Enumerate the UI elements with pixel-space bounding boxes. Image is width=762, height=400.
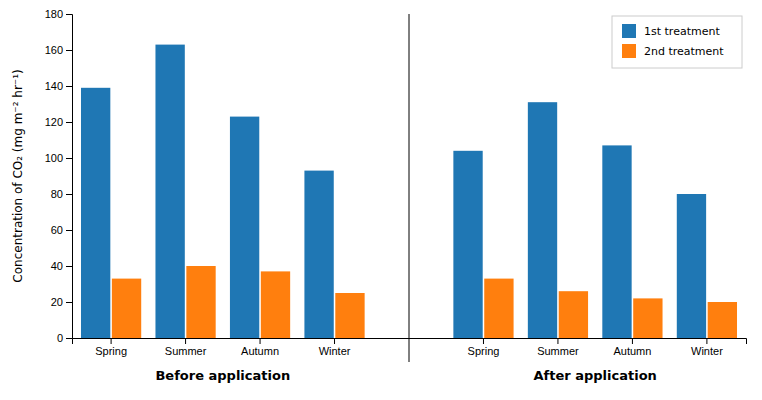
y-tick-mark xyxy=(66,14,72,15)
y-tick-label: 140 xyxy=(45,80,63,92)
x-tick: Winter xyxy=(319,338,351,357)
y-tick-mark xyxy=(66,158,72,159)
group-label: After application xyxy=(534,368,657,383)
x-tick-mark xyxy=(260,338,261,344)
bar xyxy=(230,117,259,338)
x-tick-label: Autumn xyxy=(241,345,279,357)
bar xyxy=(304,171,333,338)
x-tick-label: Winter xyxy=(319,345,351,357)
bar xyxy=(528,102,557,338)
y-axis-title: Concentration of CO₂ (mg m⁻² hr⁻¹) xyxy=(11,69,25,282)
legend-item: 1st treatment xyxy=(622,24,720,38)
x-tick-mark xyxy=(557,338,558,344)
chart-container: 0 20 40 60 80 100 120 140 160 180 Spring Summer Autu… xyxy=(0,0,762,400)
bar xyxy=(112,279,141,338)
bar xyxy=(677,194,706,338)
bar xyxy=(335,293,364,338)
group-separator xyxy=(409,14,410,362)
x-tick-mark xyxy=(632,338,633,344)
y-tick: 160 xyxy=(45,44,72,56)
y-tick: 20 xyxy=(51,296,72,308)
x-tick-label: Winter xyxy=(691,345,723,357)
bar xyxy=(453,151,482,338)
y-tick-mark xyxy=(66,266,72,267)
y-tick: 100 xyxy=(45,152,72,164)
y-tick-mark xyxy=(66,302,72,303)
plot: 0 20 40 60 80 100 120 140 160 180 Spring Summer Autu… xyxy=(11,8,747,383)
x-tick-mark xyxy=(334,338,335,344)
x-tick: Autumn xyxy=(241,338,279,357)
y-tick: 140 xyxy=(45,80,72,92)
legend-swatch xyxy=(622,44,636,58)
y-tick-mark xyxy=(66,194,72,195)
legend-label: 2nd treatment xyxy=(644,45,724,58)
bar xyxy=(155,45,184,338)
y-tick-mark xyxy=(66,338,72,339)
y-tick-label: 0 xyxy=(57,332,63,344)
bar xyxy=(708,302,737,338)
bar xyxy=(602,145,631,338)
x-tick: Spring xyxy=(95,338,127,357)
y-tick-label: 60 xyxy=(51,224,63,236)
y-tick-label: 40 xyxy=(51,260,63,272)
bar xyxy=(261,271,290,338)
x-tick: Autumn xyxy=(613,338,651,357)
group-label: Before application xyxy=(155,368,290,383)
x-tick-label: Spring xyxy=(468,345,500,357)
bar xyxy=(633,298,662,338)
bar-series xyxy=(112,266,737,338)
x-tick-label: Autumn xyxy=(613,345,651,357)
bar xyxy=(559,291,588,338)
bar xyxy=(186,266,215,338)
x-tick: Winter xyxy=(691,338,723,357)
y-tick-label: 80 xyxy=(51,188,63,200)
legend-frame xyxy=(612,16,742,68)
x-tick-mark xyxy=(706,338,707,344)
x-tick-mark xyxy=(483,338,484,344)
y-tick-mark xyxy=(66,122,72,123)
legend-item: 2nd treatment xyxy=(622,44,724,58)
x-tick-mark xyxy=(185,338,186,344)
y-tick: 60 xyxy=(51,224,72,236)
x-tick: Summer xyxy=(165,338,207,357)
x-tick: Spring xyxy=(468,338,500,357)
bar xyxy=(484,279,513,338)
x-tick-mark xyxy=(111,338,112,344)
chart: 0 20 40 60 80 100 120 140 160 180 Spring Summer Autu… xyxy=(0,0,762,400)
y-tick: 120 xyxy=(45,116,72,128)
x-tick-label: Summer xyxy=(165,345,207,357)
y-tick-mark xyxy=(66,230,72,231)
legend-label: 1st treatment xyxy=(644,25,720,38)
x-tick-label: Summer xyxy=(537,345,579,357)
y-tick-mark xyxy=(66,50,72,51)
y-tick-label: 100 xyxy=(45,152,63,164)
y-tick: 0 xyxy=(57,332,72,344)
y-tick: 180 xyxy=(45,8,72,20)
y-tick-label: 180 xyxy=(45,8,63,20)
x-tick: Summer xyxy=(537,338,579,357)
bar-series xyxy=(81,45,706,338)
y-tick: 80 xyxy=(51,188,72,200)
y-axis-line xyxy=(66,15,73,339)
x-tick-label: Spring xyxy=(95,345,127,357)
y-tick-label: 160 xyxy=(45,44,63,56)
legend-swatch xyxy=(622,24,636,38)
y-tick-mark xyxy=(66,86,72,87)
y-tick-label: 120 xyxy=(45,116,63,128)
y-tick-label: 20 xyxy=(51,296,63,308)
legend: 1st treatment 2nd treatment xyxy=(612,16,742,68)
y-axis: 0 20 40 60 80 100 120 140 160 180 xyxy=(45,8,73,344)
y-tick: 40 xyxy=(51,260,72,272)
bar xyxy=(81,88,110,338)
